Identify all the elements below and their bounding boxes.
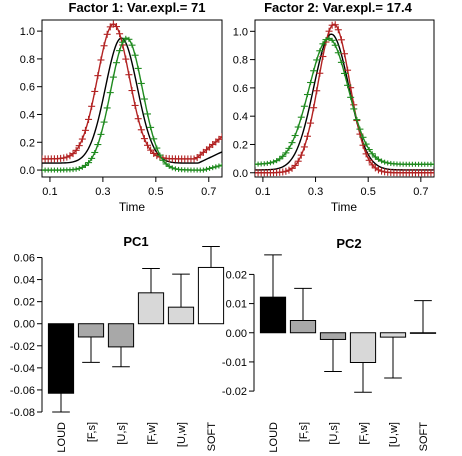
- pc1-y-tick-label: 0.04: [14, 275, 35, 287]
- factor2-x-tick-label: 0.3: [308, 186, 323, 198]
- factor2-y-tick-label: 0.4: [233, 111, 248, 123]
- pc2-bar-5: [409, 332, 437, 334]
- pc1-bar-4: [167, 306, 195, 325]
- pc1-y-tick-label: -0.02: [10, 341, 35, 353]
- factor1-plot-frame: [41, 19, 223, 178]
- factor1-markers-plus: [42, 20, 222, 163]
- factor2-markers-plus: [255, 21, 434, 177]
- pc1-category-label: [F,w]: [146, 422, 158, 445]
- factor2-y-tick-label: 0.0: [233, 168, 248, 180]
- factor1-y-tick-label: 0.2: [20, 137, 35, 149]
- factor1-curve-mean: [42, 37, 222, 164]
- pc2-bar-4: [379, 332, 407, 338]
- pc2-y-ticks: -0.02 -0.01 0.00 0.01 0.02: [222, 269, 255, 398]
- factor1-panel: Factor 1: Var.expl.= 71 0.1 0.3 0.5 0.7 0.0…: [20, 0, 223, 214]
- factor2-y-ticks: 0.0 0.2 0.4 0.6 0.8 1.0: [233, 26, 255, 180]
- pc2-category-labels: LOUD [F,s] [U,s] [F,w] [U,w] SOFT: [268, 422, 430, 453]
- pc2-y-tick-label: 0.02: [226, 269, 247, 281]
- factor1-y-tick-label: 0.8: [20, 54, 35, 66]
- pc2-bar-2: [319, 332, 347, 340]
- pc1-bars: [47, 245, 225, 413]
- factor2-markers-minus: [255, 35, 434, 167]
- pc1-category-label: SOFT: [206, 422, 218, 452]
- pc1-bar-0: [47, 323, 75, 394]
- factor1-x-tick-label: 0.7: [201, 186, 216, 198]
- pc2-bar-0: [259, 296, 287, 334]
- pc1-category-labels: LOUD [F,s] [U,s] [F,w] [U,w] SOFT: [56, 422, 218, 453]
- pc1-panel: PC1 -0.08 -0.06 -0.04 -0.02 0.00 0.02 0.04 0.06…: [10, 234, 225, 453]
- factor2-y-tick-label: 0.2: [233, 139, 248, 151]
- factor1-x-tick-label: 0.1: [42, 186, 57, 198]
- pc1-bar-3: [137, 292, 165, 325]
- pc2-bar-1: [289, 320, 317, 334]
- factor2-x-tick-label: 0.5: [361, 186, 376, 198]
- factor1-x-ticks: 0.1 0.3 0.5 0.7: [42, 177, 216, 198]
- factor2-x-label: Time: [331, 200, 358, 214]
- pc2-y-tick-label: 0.00: [226, 328, 247, 340]
- pc2-bars: [259, 254, 437, 393]
- factor2-y-tick-label: 0.6: [233, 83, 248, 95]
- pc1-category-label: LOUD: [56, 422, 68, 453]
- factor2-panel: Factor 2: Var.expl.= 17.4 0.1 0.3 0.5 0.7 0…: [233, 0, 435, 214]
- pc1-category-label: [F,s]: [86, 422, 98, 442]
- factor2-curve-plus: [255, 23, 434, 174]
- pc2-bar-3: [349, 332, 377, 363]
- pc2-y-tick-label: -0.02: [222, 386, 247, 398]
- pc1-y-tick-label: 0.02: [14, 297, 35, 309]
- pc2-category-label: [U,w]: [388, 422, 400, 447]
- factor1-y-tick-label: 0.4: [20, 109, 35, 121]
- pc1-category-label: [U,s]: [116, 422, 128, 445]
- factor1-x-tick-label: 0.3: [95, 186, 110, 198]
- pc1-y-tick-label: -0.04: [10, 363, 35, 375]
- factor2-y-tick-label: 1.0: [233, 26, 248, 38]
- factor2-curve-mean: [255, 33, 434, 171]
- pc2-category-label: LOUD: [268, 422, 280, 453]
- pc1-category-label: [U,w]: [176, 422, 188, 447]
- pc1-y-tick-label: 0.06: [14, 253, 35, 265]
- factor1-y-tick-label: 1.0: [20, 26, 35, 38]
- pc1-title: PC1: [123, 234, 148, 249]
- pc1-bar-1: [77, 323, 105, 338]
- pc1-y-tick-label: 0.00: [14, 319, 35, 331]
- factor2-x-ticks: 0.1 0.3 0.5 0.7: [255, 177, 428, 198]
- factor2-x-tick-label: 0.1: [255, 186, 270, 198]
- factor2-plot-frame: [254, 19, 435, 178]
- pc1-bar-5: [197, 266, 225, 325]
- pc2-title: PC2: [336, 236, 361, 251]
- pc1-y-ticks: -0.08 -0.06 -0.04 -0.02 0.00 0.02 0.04 0.06: [10, 253, 43, 419]
- pc2-category-label: SOFT: [418, 422, 430, 452]
- pc2-y-tick-label: -0.01: [222, 357, 247, 369]
- pc2-category-label: [F,s]: [298, 422, 310, 442]
- pc2-category-label: [F,w]: [358, 422, 370, 445]
- factor1-y-tick-label: 0.6: [20, 82, 35, 94]
- pc2-category-label: [U,s]: [328, 422, 340, 445]
- factor2-title: Factor 2: Var.expl.= 17.4: [264, 0, 413, 15]
- factor1-title: Factor 1: Var.expl.= 71: [69, 0, 206, 15]
- factor1-curve-minus: [42, 37, 222, 171]
- factor1-y-tick-label: 0.0: [20, 165, 35, 177]
- factor1-x-tick-label: 0.5: [148, 186, 163, 198]
- pc2-panel: PC2 -0.02 -0.01 0.00 0.01 0.02 LOUD [F,s] [U,s…: [222, 236, 437, 453]
- factor2-x-tick-label: 0.7: [413, 186, 428, 198]
- factor1-curves: [42, 20, 222, 173]
- factor1-markers-minus: [42, 35, 222, 173]
- factor1-x-label: Time: [119, 200, 146, 214]
- pc1-bar-2: [107, 323, 135, 348]
- pc1-y-tick-label: -0.08: [10, 407, 35, 419]
- pc1-y-tick-label: -0.06: [10, 385, 35, 397]
- factor2-curves: [255, 21, 434, 177]
- pc2-y-tick-label: 0.01: [226, 299, 247, 311]
- factor1-y-ticks: 0.0 0.2 0.4 0.6 0.8 1.0: [20, 26, 42, 177]
- factor2-y-tick-label: 0.8: [233, 55, 248, 67]
